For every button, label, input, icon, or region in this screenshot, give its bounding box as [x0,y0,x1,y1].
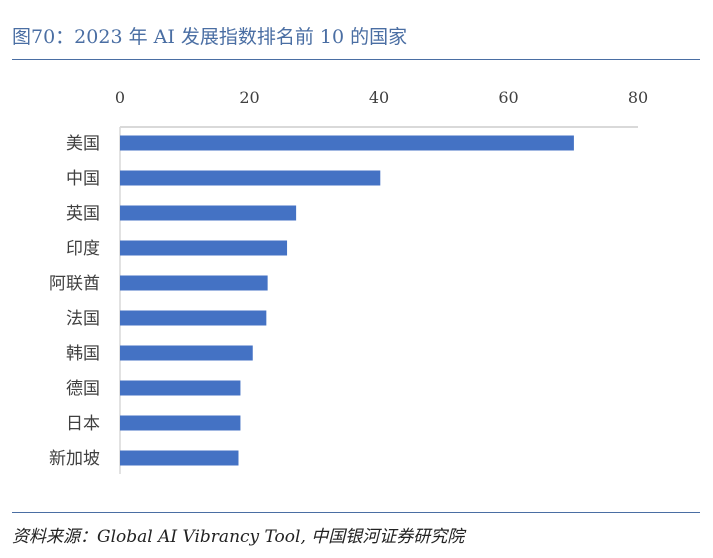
category-label: 阿联酋 [49,274,100,294]
bar [120,275,268,291]
bar [120,240,288,256]
category-label: 法国 [66,309,100,329]
x-tick-label: 20 [239,88,259,107]
category-label: 日本 [66,414,100,434]
bar [120,415,241,431]
bar [120,170,381,186]
category-label: 德国 [66,379,100,399]
x-tick-label: 0 [115,88,125,107]
source-note: 资料来源：Global AI Vibrancy Tool, 中国银河证券研究院 [12,527,465,547]
category-label: 中国 [66,169,100,189]
title-divider [12,59,700,60]
category-label: 韩国 [66,344,100,364]
bar [120,310,267,326]
bar [120,135,574,151]
x-axis-tick-labels: 0 20 40 60 80 [115,88,648,107]
bar [120,345,253,361]
figure-title: 图70：2023 年 AI 发展指数排名前 10 的国家 [12,26,408,48]
footer-divider [12,512,700,513]
bar [120,450,239,466]
category-label: 印度 [66,239,100,259]
category-label: 新加坡 [49,449,100,469]
category-label: 美国 [66,134,100,154]
x-tick-label: 40 [369,88,389,107]
category-label: 英国 [66,204,100,224]
bar [120,205,297,221]
bar-series [120,135,574,466]
x-tick-label: 60 [498,88,518,107]
bar [120,380,241,396]
x-tick-label: 80 [628,88,648,107]
